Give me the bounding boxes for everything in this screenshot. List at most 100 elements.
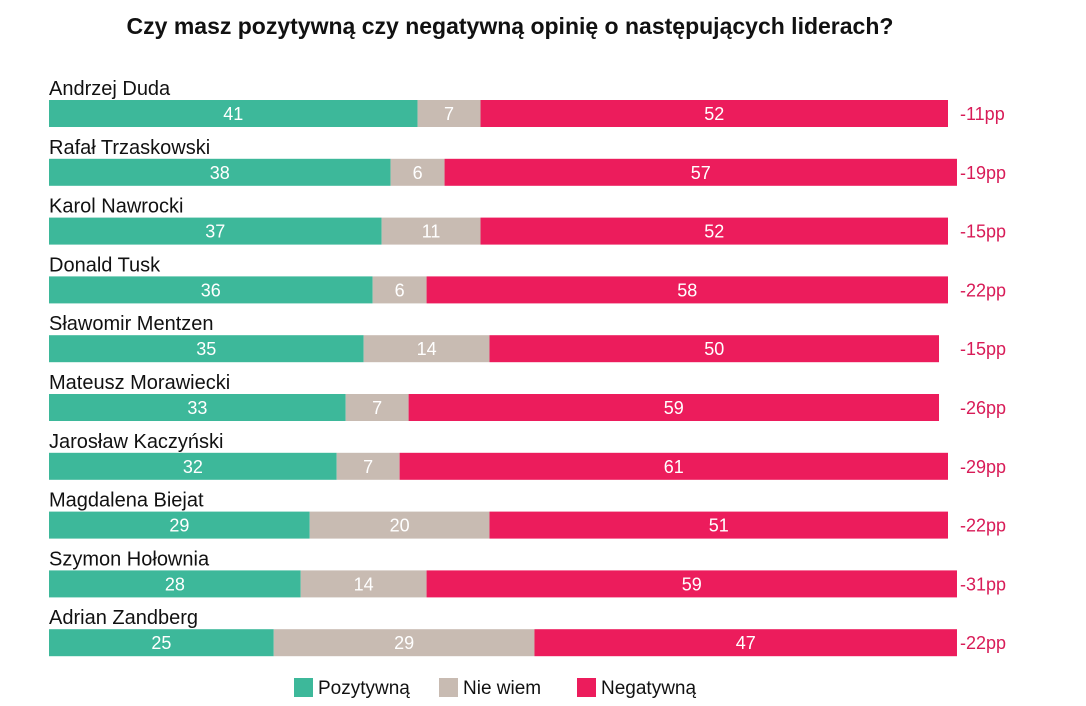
data-label: 59 [664,398,684,418]
bar-segment [417,100,481,127]
net-label: -19pp [960,163,1006,183]
data-label: 7 [444,104,454,124]
data-label: 51 [709,516,729,536]
data-label: 36 [201,280,221,300]
legend-label: Nie wiem [463,678,541,699]
data-label: 28 [165,574,185,594]
net-label: -15pp [960,339,1006,359]
data-label: 11 [422,222,441,242]
data-label: 38 [210,163,230,183]
bar-segment [390,158,445,186]
bar-row: Jarosław Kaczyński 32 7 61 -29pp [49,431,1006,480]
bar-segment [49,570,301,598]
category-label: Andrzej Duda [49,78,171,100]
bar-segment [426,276,949,304]
bar-segment [49,335,364,363]
net-label: -29pp [960,457,1006,477]
category-label: Donald Tusk [49,254,161,276]
data-label: 6 [413,163,423,183]
legend-item: Nie wiem [439,678,541,699]
legend-item: Pozytywną [294,678,410,699]
bar-segment [49,158,391,186]
data-label: 59 [682,574,702,594]
data-label: 41 [223,104,243,124]
legend-label: Pozytywną [318,678,410,699]
data-label: 58 [677,280,697,300]
bar-row: Donald Tusk 36 6 58 -22pp [49,254,1006,304]
data-label: 61 [664,457,684,477]
bar-segment [309,511,490,539]
bar-row: Szymon Hołownia 28 14 59 -31pp [49,548,1006,598]
legend-swatch [439,678,458,697]
category-label: Adrian Zandberg [49,607,198,629]
bar-segment [480,217,948,245]
bar-row: Andrzej Duda 41 7 52 -11pp [49,78,1005,127]
category-label: Magdalena Biejat [49,490,204,512]
bar-segment [49,276,373,304]
legend-label: Negatywną [601,678,696,699]
data-label: 7 [372,398,382,418]
data-label: 32 [183,457,203,477]
data-label: 35 [196,339,216,359]
bar-row: Sławomir Mentzen 35 14 50 -15pp [49,313,1006,363]
category-label: Sławomir Mentzen [49,313,214,335]
legend-swatch [577,678,596,697]
bar-row: Mateusz Morawiecki 33 7 59 -26pp [49,372,1006,421]
bar-segment [49,629,274,657]
net-label: -22pp [960,280,1006,300]
legend-swatch [294,678,313,697]
bar-segment [273,629,535,657]
bar-segment [49,100,418,127]
data-label: 6 [395,280,405,300]
legend: Pozytywną Nie wiem Negatywną [294,678,696,699]
data-label: 29 [394,633,414,653]
bar-segment [480,100,948,127]
category-label: Mateusz Morawiecki [49,372,230,394]
data-label: 14 [417,339,437,359]
bar-segment [49,511,310,539]
data-label: 25 [151,633,171,653]
data-label: 37 [205,222,225,242]
chart-title: Czy masz pozytywną czy negatywną opinię … [127,13,894,39]
data-label: 52 [704,104,724,124]
bar-segment [300,570,427,598]
net-label: -26pp [960,398,1006,418]
data-label: 20 [390,516,410,536]
data-label: 33 [187,398,207,418]
net-label: -31pp [960,574,1006,594]
bar-segment [345,394,409,421]
bar-segment [372,276,427,304]
data-label: 50 [704,339,724,359]
bar-segment [399,452,948,480]
category-label: Rafał Trzaskowski [49,137,210,159]
bar-segment [49,452,337,480]
bar-segment [426,570,957,598]
net-label: -22pp [960,516,1006,536]
bar-segment [444,158,957,186]
bar-row: Adrian Zandberg 25 29 47 -22pp [49,607,1006,657]
net-label: -22pp [960,633,1006,653]
data-label: 29 [169,516,189,536]
net-label: -15pp [960,222,1006,242]
bar-segment [534,629,957,657]
data-label: 52 [704,222,724,242]
bar-segment [408,394,940,421]
bar-segment [336,452,400,480]
data-label: 14 [354,574,374,594]
bar-row: Magdalena Biejat 29 20 51 -22pp [49,490,1006,539]
bar-row: Karol Nawrocki 37 11 52 -15pp [49,196,1006,245]
bar-segment [489,511,948,539]
data-label: 7 [363,457,373,477]
legend-item: Negatywną [577,678,696,699]
category-label: Karol Nawrocki [49,196,183,218]
bar-segment [49,394,346,421]
bar-segment [489,335,940,363]
bar-segment [363,335,490,363]
bar-segment [381,217,481,245]
data-label: 47 [736,633,756,653]
data-label: 57 [691,163,711,183]
category-label: Jarosław Kaczyński [49,431,224,453]
